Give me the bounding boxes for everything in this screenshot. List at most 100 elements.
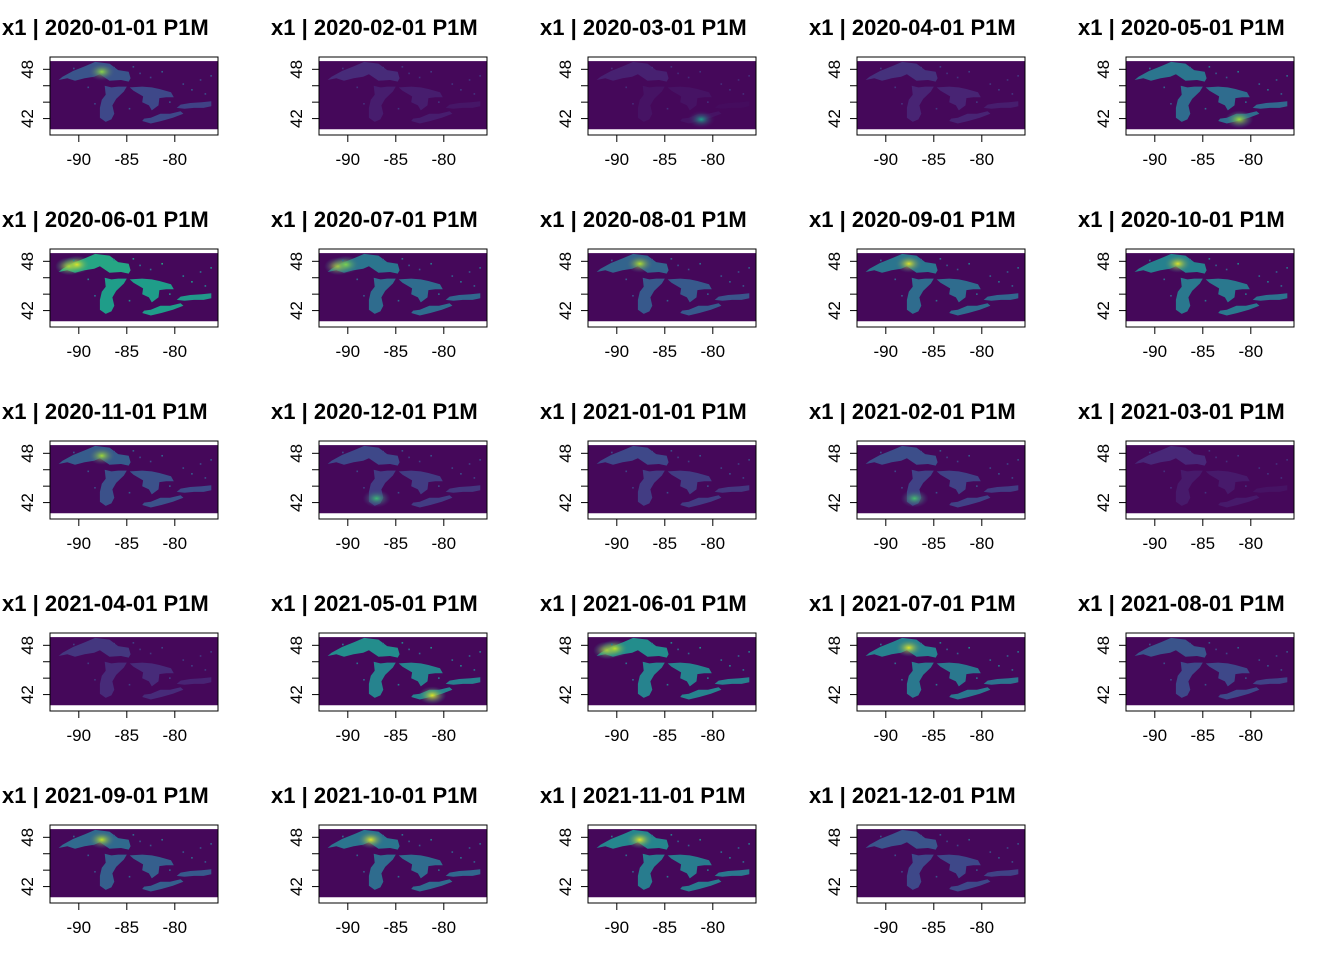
raster-cell	[430, 646, 432, 649]
lake-ontario	[714, 293, 750, 301]
raster-cell	[113, 642, 115, 645]
lake-michigan	[906, 661, 934, 698]
raster-cell	[430, 838, 432, 841]
x-tick-label: -80	[432, 342, 457, 361]
panel-6: x1 | 2020-06-01 P1M -90 -85 -80 42 48	[2, 207, 219, 361]
raster-cell	[342, 835, 344, 838]
hotspot	[62, 255, 91, 274]
y-tick-label: 48	[1094, 444, 1113, 463]
lake-huron	[936, 86, 981, 111]
lake-michigan	[906, 853, 934, 890]
raster-cell	[677, 456, 679, 459]
raster-cell	[408, 840, 410, 843]
raster-cell	[408, 72, 410, 75]
panel-20: x1 | 2021-08-01 P1M -90 -85 -80 42 48	[1078, 591, 1295, 745]
lake-erie	[680, 303, 722, 316]
raster-cell	[430, 262, 432, 265]
y-tick-label: 48	[556, 444, 575, 463]
lake-ontario	[983, 293, 1019, 301]
raster-cell	[451, 275, 454, 277]
x-tick-label: -80	[1239, 534, 1264, 553]
raster-cell	[670, 258, 673, 260]
raster-cell	[204, 669, 207, 671]
x-tick-label: -90	[336, 150, 361, 169]
panel-18: x1 | 2021-06-01 P1M -90 -85 -80 42 48	[540, 591, 757, 745]
plot-frame	[318, 248, 488, 328]
panel-10: x1 | 2020-10-01 P1M -90 -85 -80 42 48	[1078, 207, 1295, 361]
raster-cell	[729, 857, 731, 859]
raster-cell	[737, 271, 740, 273]
raster-cell	[1225, 76, 1228, 79]
raster-cell	[149, 652, 152, 655]
y-tick-label: 48	[287, 636, 306, 655]
lake-superior	[865, 829, 938, 850]
y-tick-label: 42	[287, 877, 306, 896]
lake-erie	[949, 687, 991, 700]
x-tick-label: -90	[67, 534, 92, 553]
raster-cell	[113, 258, 115, 261]
panel-title: x1 | 2021-12-01 P1M	[809, 783, 1016, 808]
raster-cell	[989, 275, 992, 277]
panel-9: x1 | 2020-09-01 P1M -90 -85 -80 42 48	[809, 207, 1026, 361]
hotspot	[418, 686, 447, 705]
raster-cell	[687, 652, 690, 655]
panel-15: x1 | 2021-03-01 P1M -90 -85 -80 42 48	[1078, 399, 1295, 553]
raster-cell	[191, 281, 193, 283]
raster-cell	[204, 477, 207, 479]
panel-title: x1 | 2020-07-01 P1M	[271, 207, 478, 232]
raster-cell	[408, 264, 410, 267]
x-tick-label: -85	[384, 534, 409, 553]
raster-cell	[989, 851, 992, 853]
raster-cell	[998, 473, 1000, 475]
y-tick-label: 42	[18, 493, 37, 512]
raster-cell	[625, 278, 628, 281]
lake-michigan	[637, 85, 665, 122]
x-tick-label: -85	[384, 726, 409, 745]
raster-cell	[699, 70, 701, 73]
x-tick-label: -90	[874, 342, 899, 361]
lake-michigan	[368, 853, 396, 890]
x-tick-label: -85	[115, 150, 140, 169]
raster-cell	[1006, 79, 1009, 81]
raster-cell	[438, 101, 440, 103]
raster-cell	[632, 102, 634, 105]
raster-cell	[1011, 285, 1014, 287]
y-tick-label: 48	[825, 60, 844, 79]
raster-cell	[901, 486, 903, 489]
x-tick-label: -85	[384, 918, 409, 937]
lake-huron	[1205, 662, 1250, 687]
raster-cell	[968, 454, 970, 457]
raster-cell	[210, 843, 212, 845]
raster-cell	[737, 847, 740, 849]
panel-title: x1 | 2021-01-01 P1M	[540, 399, 747, 424]
raster-cell	[989, 467, 992, 469]
hotspot	[687, 110, 716, 129]
raster-cell	[1017, 267, 1019, 269]
raster-cell	[939, 450, 942, 452]
raster-cell	[94, 486, 96, 489]
x-tick-label: -85	[922, 726, 947, 745]
panel-7: x1 | 2020-07-01 P1M -90 -85 -80 42 48	[271, 207, 488, 361]
raster-cell	[1225, 268, 1228, 271]
raster-cell	[73, 67, 75, 70]
raster-cell	[182, 659, 185, 661]
raster-cell	[1280, 285, 1283, 287]
x-tick-label: -85	[115, 726, 140, 745]
raster-cell	[1275, 655, 1278, 657]
panel-title: x1 | 2021-11-01 P1M	[540, 783, 746, 808]
raster-cell	[956, 844, 959, 847]
raster-cell	[1170, 294, 1172, 297]
raster-cell	[468, 847, 471, 849]
raster-cell	[1163, 278, 1166, 281]
x-tick-label: -80	[163, 726, 188, 745]
plot-frame	[1125, 248, 1295, 328]
panel-title: x1 | 2021-05-01 P1M	[271, 591, 478, 616]
raster-cell	[707, 101, 709, 103]
hotspot	[1225, 110, 1254, 129]
raster-cell	[408, 456, 410, 459]
x-tick-label: -85	[115, 534, 140, 553]
raster-cell	[1275, 463, 1278, 465]
panel-4: x1 | 2020-04-01 P1M -90 -85 -80 42 48	[809, 15, 1026, 169]
raster-cell	[670, 834, 673, 836]
panel-title: x1 | 2020-05-01 P1M	[1078, 15, 1285, 40]
